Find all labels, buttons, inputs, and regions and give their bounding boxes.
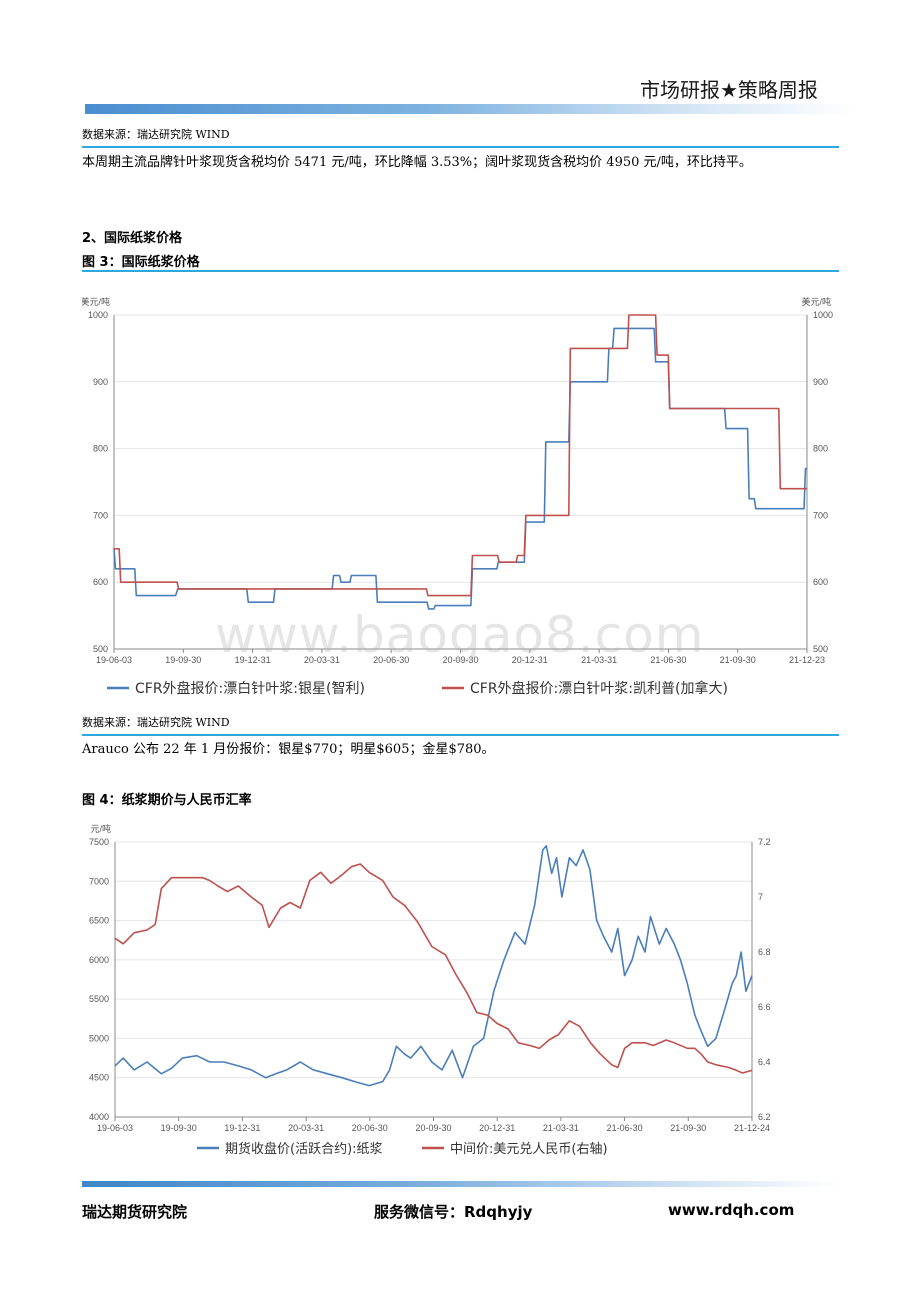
x-tick-label: 20-09-30: [415, 1123, 451, 1133]
x-tick-label: 20-12-31: [512, 655, 548, 665]
section-heading: 2、国际纸浆价格: [82, 231, 183, 246]
y-tick-right-label: 6.6: [758, 1002, 771, 1012]
y-tick-left-label: 800: [93, 444, 108, 454]
footer-website[interactable]: www.rdqh.com: [668, 1201, 795, 1219]
y-axis-left-unit: 美元/吨: [82, 296, 110, 307]
footer-gradient-bar: [82, 1181, 839, 1187]
y-tick-left-label: 6000: [89, 955, 109, 965]
y-tick-right-label: 7: [758, 892, 763, 902]
header-gradient-bar: [85, 104, 855, 114]
x-tick-label: 19-06-03: [96, 655, 132, 665]
y-axis-right-unit: 美元/吨: [801, 296, 831, 307]
figure-4-title: 图 4：纸浆期价与人民币汇率: [82, 793, 252, 808]
series-line-1: [113, 327, 807, 610]
y-tick-left-label: 6500: [89, 916, 109, 926]
y-tick-left-label: 4000: [89, 1112, 109, 1122]
x-tick-label: 19-12-31: [224, 1123, 260, 1133]
series-line-2: [114, 863, 753, 1074]
series-line-1: [114, 845, 753, 1087]
page-header-title: 市场研报★策略周报: [640, 78, 818, 102]
x-tick-label: 20-09-30: [442, 655, 478, 665]
x-tick-label: 21-12-24: [734, 1123, 770, 1133]
y-tick-left-label: 4500: [89, 1073, 109, 1083]
y-tick-left-label: 700: [93, 510, 108, 520]
x-tick-label: 21-03-31: [543, 1123, 579, 1133]
y-tick-left-label: 1000: [88, 310, 108, 320]
x-tick-label: 21-12-23: [789, 655, 825, 665]
x-tick-label: 19-06-03: [97, 1123, 133, 1133]
y-tick-right-label: 1000: [813, 310, 833, 320]
figure-3-top-rule: [82, 270, 839, 272]
y-tick-right-label: 6.8: [758, 947, 771, 957]
data-source-2: 数据来源：瑞达研究院 WIND: [82, 716, 230, 729]
data-source-1: 数据来源：瑞达研究院 WIND: [82, 128, 230, 141]
y-tick-left-label: 500: [93, 644, 108, 654]
pulp-futures-fx-chart: 4000 4500 5000 5500 6000 6500 7000 7500 6.2 6.4 6.…: [89, 823, 771, 1157]
y-tick-right-label: 7.2: [758, 837, 771, 847]
y-tick-right-label: 6.4: [758, 1057, 771, 1067]
legend-label-1: 期货收盘价(活跃合约):纸浆: [225, 1141, 383, 1157]
footer-institute: 瑞达期货研究院: [82, 1203, 188, 1221]
x-tick-label: 21-06-30: [607, 1123, 643, 1133]
series-line-2: [114, 314, 807, 597]
paragraph-domestic-pulp: 本周期主流品牌针叶浆现货含税均价 5471 元/吨，环比降幅 3.53%；阔叶浆…: [82, 155, 752, 170]
y-tick-right-label: 900: [813, 377, 828, 387]
x-tick-label: 21-09-30: [720, 655, 756, 665]
paragraph-arauco: Arauco 公布 22 年 1 月份报价：银星$770；明星$605；金星$7…: [82, 742, 495, 757]
x-tick-label: 20-06-30: [352, 1123, 388, 1133]
y-tick-left-label: 5000: [89, 1033, 109, 1043]
legend-label-1: CFR外盘报价:漂白针叶浆:银星(智利): [135, 680, 365, 697]
y-tick-right-label: 700: [813, 510, 828, 520]
legend-label-2: 中间价:美元兑人民币(右轴): [450, 1142, 608, 1157]
figure-3-title: 图 3：国际纸浆价格: [82, 255, 200, 270]
footer-wechat: 服务微信号：Rdqhyjy: [374, 1203, 533, 1221]
y-tick-right-label: 600: [813, 577, 828, 587]
y-tick-left-label: 5500: [89, 994, 109, 1004]
x-tick-label: 19-12-31: [235, 655, 271, 665]
x-tick-label: 19-09-30: [161, 1123, 197, 1133]
y-tick-left-label: 900: [93, 377, 108, 387]
legend-label-2: CFR外盘报价:漂白针叶浆:凯利普(加拿大): [470, 680, 728, 697]
section-rule-1: [82, 146, 839, 148]
y-tick-left-label: 7500: [89, 837, 109, 847]
y-tick-left-label: 600: [93, 577, 108, 587]
x-tick-label: 21-03-31: [581, 655, 617, 665]
watermark: www.baogao8.com: [215, 606, 705, 664]
y-tick-right-label: 6.2: [758, 1112, 771, 1122]
y-tick-right-label: 800: [813, 444, 828, 454]
x-tick-label: 20-03-31: [304, 655, 340, 665]
x-tick-label: 19-09-30: [165, 655, 201, 665]
y-axis-left-unit: 元/吨: [90, 823, 111, 834]
x-tick-label: 20-03-31: [288, 1123, 324, 1133]
x-tick-label: 20-12-31: [479, 1123, 515, 1133]
international-pulp-price-chart: 500 600 700 800 900 1000 500 600 700 800 900 1000 美元…: [82, 296, 833, 697]
x-tick-label: 20-06-30: [373, 655, 409, 665]
x-tick-label: 21-06-30: [650, 655, 686, 665]
x-tick-label: 21-09-30: [670, 1123, 706, 1133]
section-rule-2: [82, 734, 839, 736]
y-tick-left-label: 7000: [89, 876, 109, 886]
y-tick-right-label: 500: [813, 644, 828, 654]
